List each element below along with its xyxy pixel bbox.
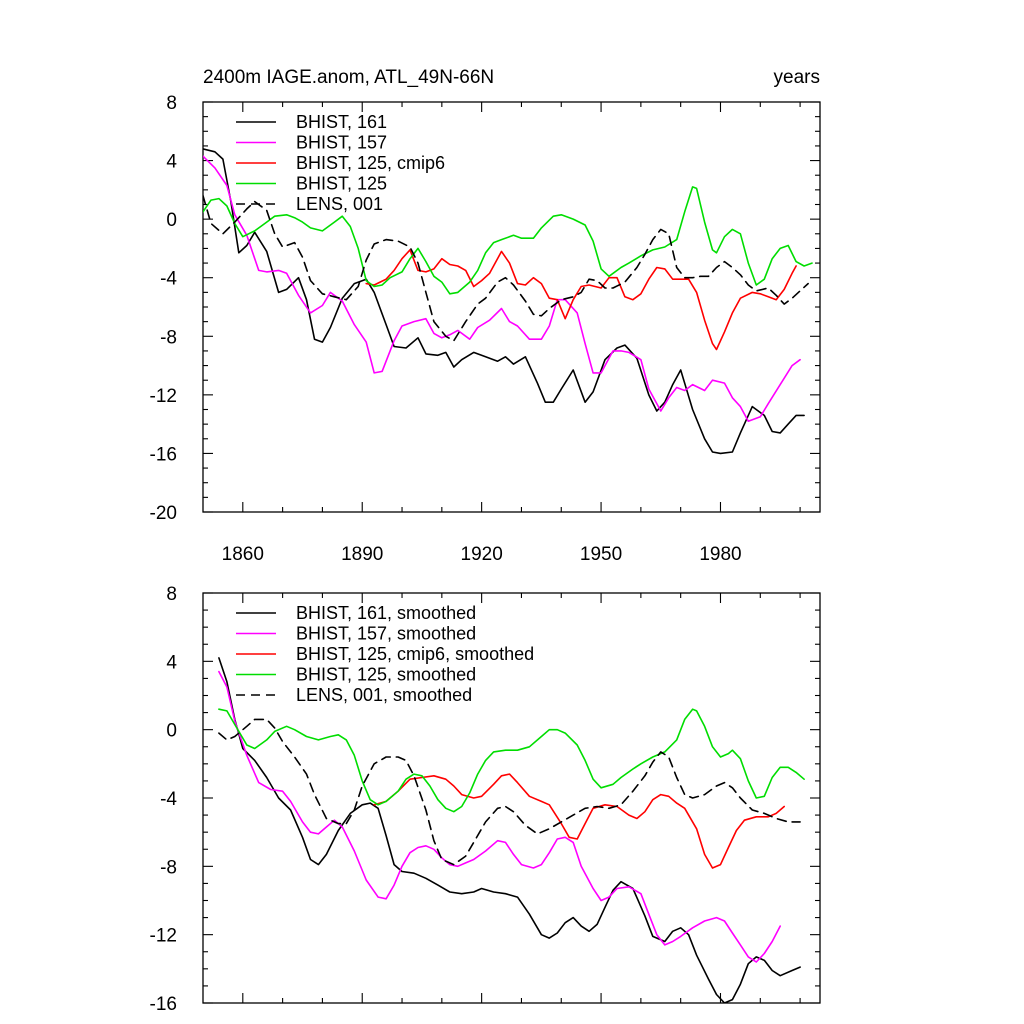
series-line [218,718,801,866]
x-tick-label: 1890 [341,544,383,565]
series-line [373,773,786,869]
series-line [218,670,782,963]
y-tick-label: 4 [166,152,177,173]
y-tick-label: -16 [150,444,177,465]
y-tick-label: 4 [166,652,177,673]
chart-title: 2400m IAGE.anom, ATL_49N-66N [203,67,494,88]
y-tick-label: 0 [166,721,177,742]
legend-label: BHIST, 157 [296,133,387,153]
y-tick-label: -16 [150,994,177,1015]
series-group [203,148,813,455]
legend-label: BHIST, 125 [296,174,387,194]
y-tick-label: -4 [160,269,177,290]
x-tick-label: 1920 [461,544,503,565]
series-line [203,186,813,295]
legend-label: BHIST, 125, cmip6, smoothed [296,644,534,664]
series-line [218,708,805,813]
series-line [218,657,801,1003]
y-tick-label: -4 [160,789,177,810]
legend-label: LENS, 001 [296,194,383,214]
legend-label: BHIST, 157, smoothed [296,624,476,644]
legend-label: BHIST, 161, smoothed [296,603,476,623]
y-tick-label: -12 [150,926,177,947]
y-tick-label: 0 [166,210,177,231]
series-line [203,155,801,423]
series-line [203,148,805,455]
series-line [365,249,797,351]
legend-label: BHIST, 161 [296,112,387,132]
chart-units-label: years [774,67,820,88]
legend-label: BHIST, 125, smoothed [296,665,476,685]
top-panel: 8 4 0 -4 -8 -12 -16 -20 1860 1890 1920 1950 1980 BHIS… [150,93,821,565]
y-tick-label: 8 [166,93,177,114]
x-tick-label: 1950 [580,544,622,565]
series-group [218,657,805,1003]
y-tick-label: -20 [150,503,177,524]
y-tick-label: -8 [160,327,177,348]
x-tick-label: 1980 [699,544,741,565]
y-tick-label: -12 [150,386,177,407]
x-tick-label: 1860 [222,544,264,565]
y-tick-label: -8 [160,857,177,878]
legend-label: BHIST, 125, cmip6 [296,153,445,173]
y-tick-label: 8 [166,584,177,605]
legend-label: LENS, 001, smoothed [296,685,472,705]
series-line [203,194,809,342]
